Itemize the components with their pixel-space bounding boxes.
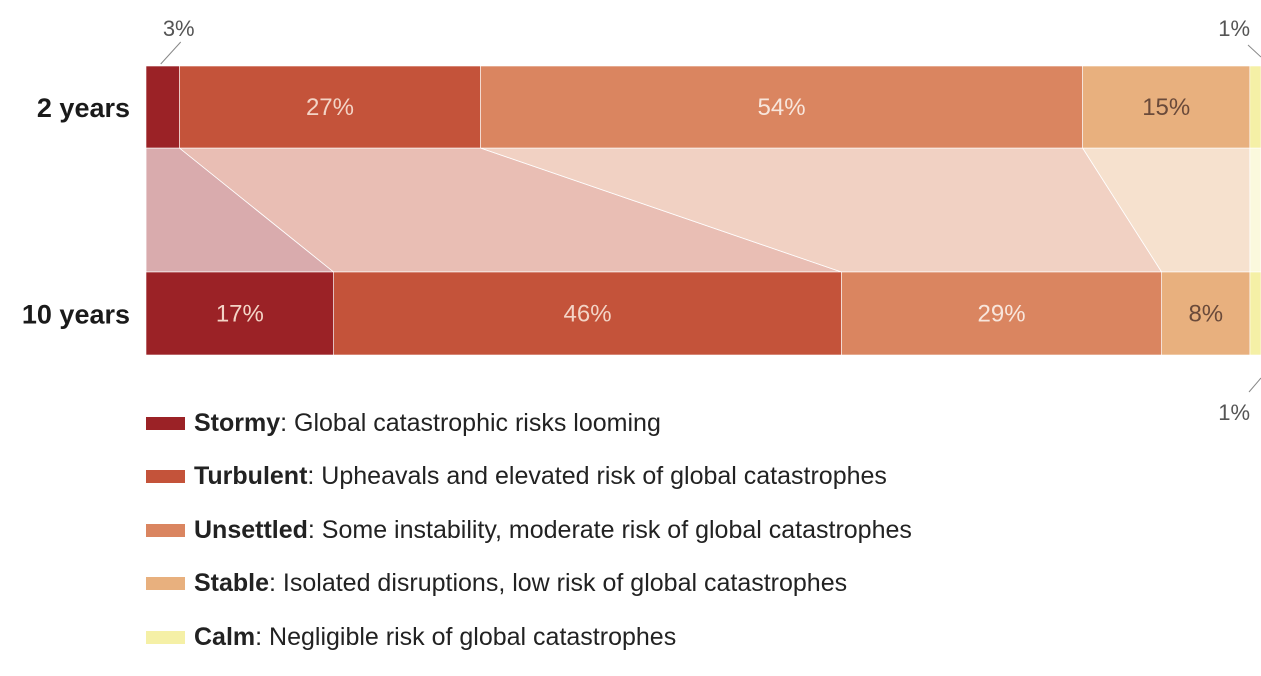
bar-turbulent-0 [179, 65, 481, 149]
bars [145, 65, 1261, 356]
legend-text: Stable: Isolated disruptions, low risk o… [194, 569, 848, 597]
legend-swatch [146, 523, 185, 537]
bar-unsettled-0 [480, 65, 1083, 149]
bar-stormy-1 [145, 271, 334, 356]
data-label: 3% [163, 16, 195, 41]
data-label: 15% [1142, 94, 1190, 121]
transition-bands [145, 147, 1261, 273]
bar-turbulent-1 [333, 271, 842, 356]
legend-text: Unsettled: Some instability, moderate ri… [194, 515, 912, 544]
legend-swatch [146, 416, 185, 430]
legend: Stormy: Global catastrophic risks loomin… [146, 408, 912, 676]
legend-item: Stormy: Global catastrophic risks loomin… [146, 408, 912, 438]
bar-stable-0 [1082, 65, 1251, 149]
category-label: 10 years [22, 300, 130, 330]
band-calm [1249, 147, 1261, 273]
data-label: 1% [1218, 400, 1250, 425]
legend-text: Turbulent: Upheavals and elevated risk o… [194, 462, 887, 490]
leader-line [1248, 377, 1261, 393]
legend-swatch [146, 470, 185, 483]
legend-item: Turbulent: Upheavals and elevated risk o… [146, 462, 912, 492]
legend-text: Calm: Negligible risk of global catastro… [194, 622, 677, 651]
bar-calm-1 [1249, 271, 1261, 356]
legend-swatch [146, 630, 185, 644]
bar-stable-1 [1161, 271, 1251, 356]
data-label: 1% [1218, 16, 1250, 41]
legend-item: Unsettled: Some instability, moderate ri… [146, 515, 912, 545]
bar-stormy-0 [145, 65, 180, 149]
leader-line [160, 41, 182, 65]
data-label: 46% [564, 301, 612, 328]
data-label: 27% [306, 94, 354, 121]
legend-item: Stable: Isolated disruptions, low risk o… [146, 569, 912, 599]
data-label: 29% [978, 301, 1026, 328]
legend-item: Calm: Negligible risk of global catastro… [146, 622, 912, 652]
bar-calm-0 [1249, 65, 1261, 149]
data-label: 8% [1188, 301, 1223, 328]
data-label: 17% [216, 301, 264, 328]
category-label: 2 years [37, 93, 130, 123]
legend-swatch [146, 577, 185, 590]
data-label: 54% [758, 94, 806, 121]
leader-line [1247, 44, 1261, 58]
legend-text: Stormy: Global catastrophic risks loomin… [194, 408, 661, 437]
category-labels: 2 years 10 years [22, 93, 130, 330]
data-labels: 3% 27% 54% 15% 1% 17% 46% 29% 8% 1% [160, 16, 1261, 425]
bar-unsettled-1 [841, 271, 1162, 356]
